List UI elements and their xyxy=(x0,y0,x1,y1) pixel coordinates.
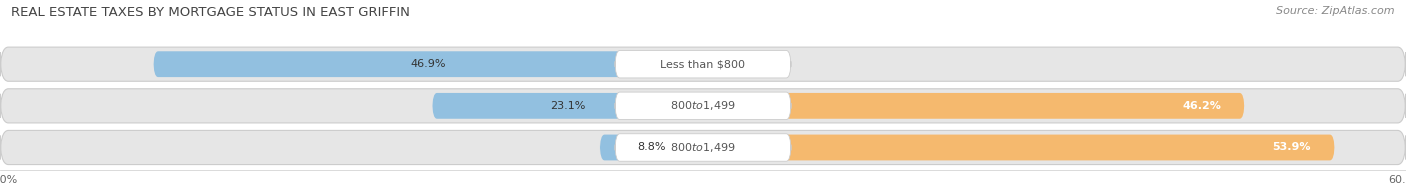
FancyBboxPatch shape xyxy=(600,135,703,160)
FancyBboxPatch shape xyxy=(616,92,790,120)
FancyBboxPatch shape xyxy=(0,47,1406,81)
Text: REAL ESTATE TAXES BY MORTGAGE STATUS IN EAST GRIFFIN: REAL ESTATE TAXES BY MORTGAGE STATUS IN … xyxy=(11,6,411,19)
Text: $800 to $1,499: $800 to $1,499 xyxy=(671,99,735,112)
Text: $800 to $1,499: $800 to $1,499 xyxy=(671,141,735,154)
FancyBboxPatch shape xyxy=(616,134,790,161)
Text: 53.9%: 53.9% xyxy=(1272,142,1312,152)
Text: Source: ZipAtlas.com: Source: ZipAtlas.com xyxy=(1277,6,1395,16)
FancyBboxPatch shape xyxy=(616,50,790,78)
FancyBboxPatch shape xyxy=(0,130,1406,165)
FancyBboxPatch shape xyxy=(0,89,1406,123)
Text: 8.8%: 8.8% xyxy=(637,142,665,152)
FancyBboxPatch shape xyxy=(433,93,703,119)
FancyBboxPatch shape xyxy=(703,135,1334,160)
Text: 46.9%: 46.9% xyxy=(411,59,446,69)
Text: 23.1%: 23.1% xyxy=(550,101,585,111)
FancyBboxPatch shape xyxy=(153,51,703,77)
Text: Less than $800: Less than $800 xyxy=(661,59,745,69)
Text: 46.2%: 46.2% xyxy=(1182,101,1220,111)
FancyBboxPatch shape xyxy=(703,93,1244,119)
